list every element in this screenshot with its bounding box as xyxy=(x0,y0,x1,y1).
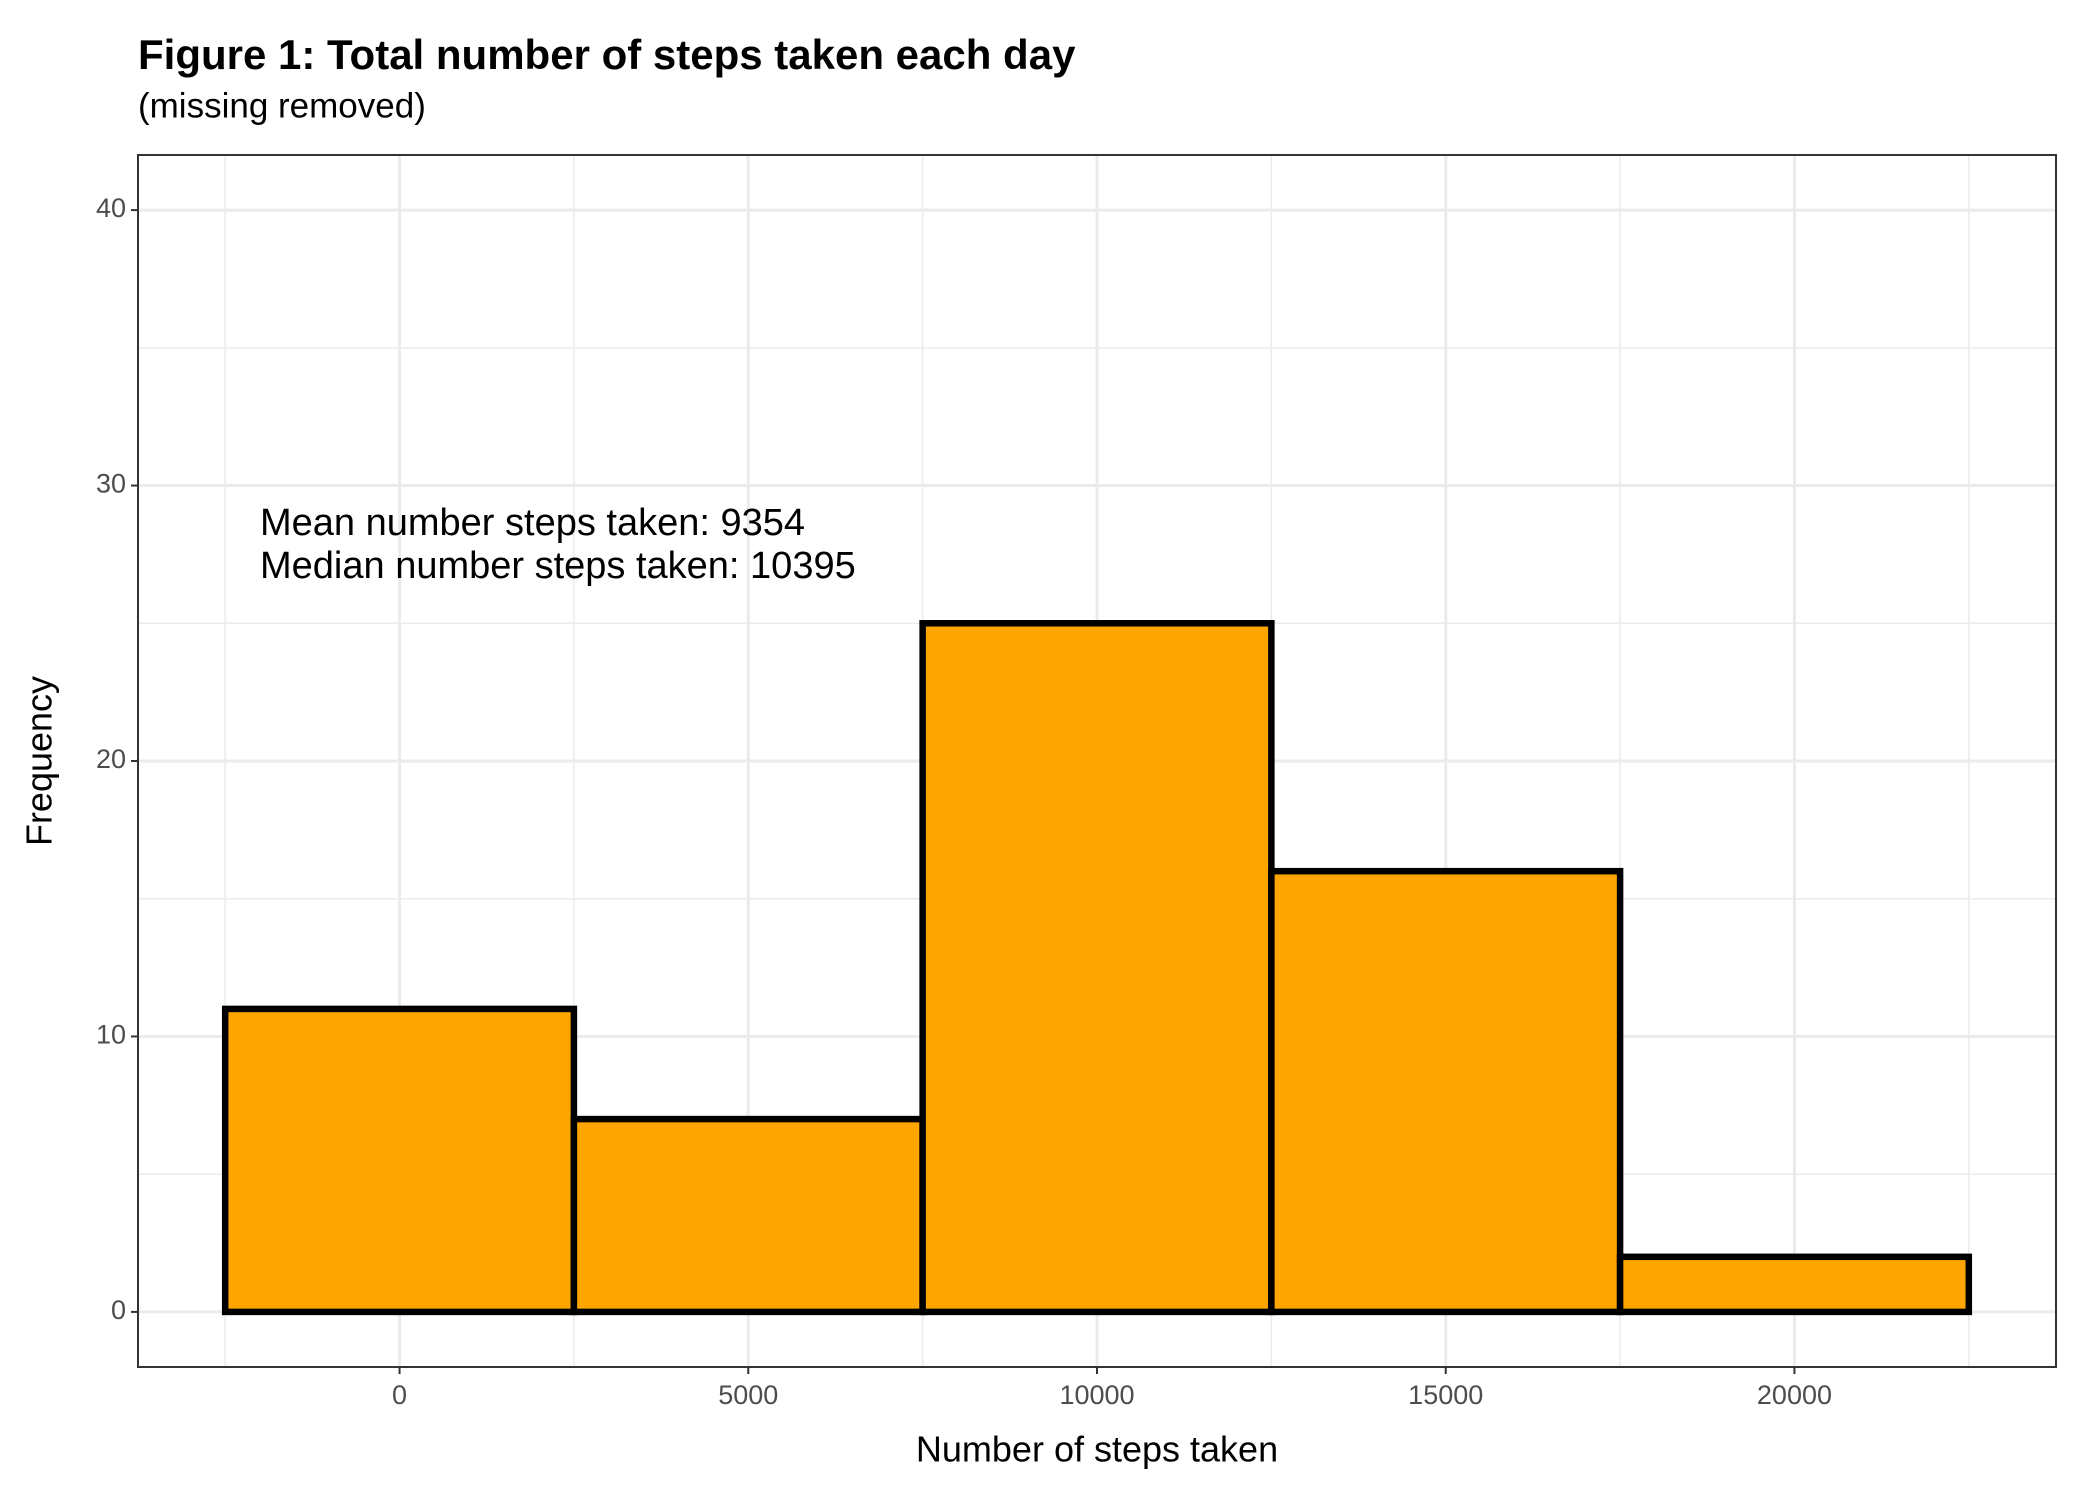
bar xyxy=(1616,1253,1973,1316)
y-tick-label: 20 xyxy=(96,744,126,774)
chart-subtitle: (missing removed) xyxy=(138,86,426,125)
x-tick-label: 20000 xyxy=(1757,1380,1832,1410)
y-tick-label: 10 xyxy=(96,1020,126,1050)
x-tick-label: 0 xyxy=(392,1380,407,1410)
x-tick-label: 10000 xyxy=(1059,1380,1134,1410)
x-tick-label: 15000 xyxy=(1408,1380,1483,1410)
y-axis-title: Frequency xyxy=(19,676,60,846)
bar xyxy=(1268,867,1624,1316)
plot-border xyxy=(137,154,2057,1368)
annotation: Median number steps taken: 10395 xyxy=(260,545,856,587)
bar xyxy=(221,1005,578,1316)
bar xyxy=(570,1115,926,1316)
y-tick-label: 30 xyxy=(96,469,126,499)
y-tick-label: 40 xyxy=(96,193,126,223)
x-axis-title: Number of steps taken xyxy=(916,1429,1278,1470)
annotation: Mean number steps taken: 9354 xyxy=(260,502,805,544)
bar xyxy=(919,620,1275,1316)
chart-title: Figure 1: Total number of steps taken ea… xyxy=(138,31,1076,78)
x-tick-label: 5000 xyxy=(718,1380,778,1410)
y-tick-label: 0 xyxy=(111,1295,126,1325)
